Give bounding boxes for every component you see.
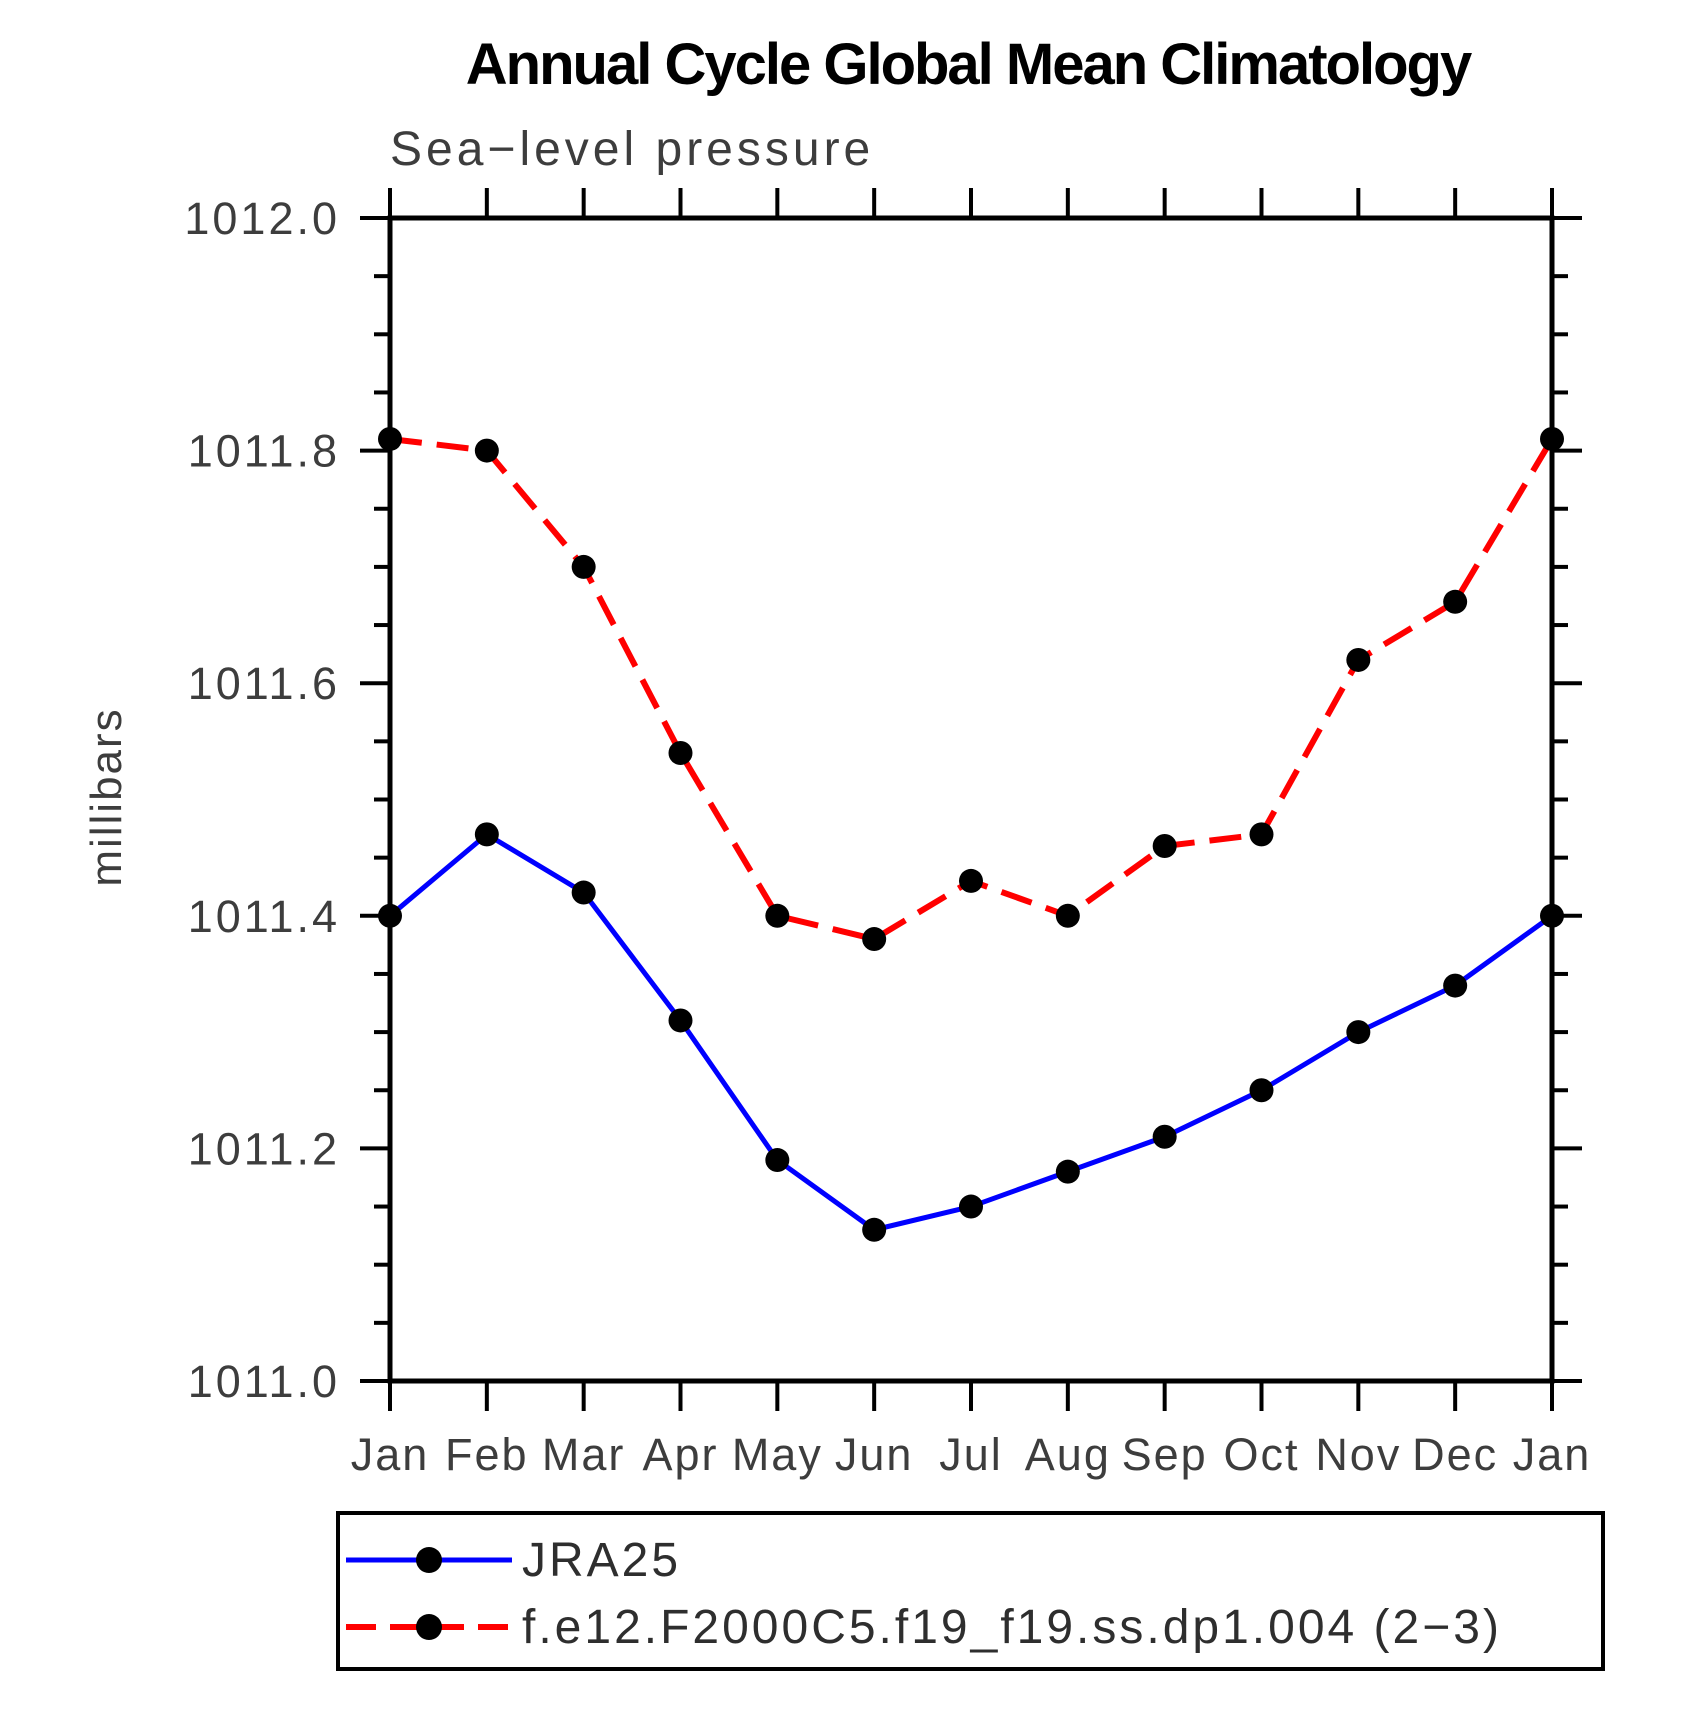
legend-entry-model: f.e12.F2000C5.f19_f19.ss.dp1.004 (2−3) — [346, 1601, 1502, 1654]
data-point-marker — [1055, 903, 1080, 928]
y-tick-label: 1011.8 — [188, 426, 340, 477]
data-point-marker — [1443, 973, 1468, 998]
chart-subtitle: Sea−level pressure — [390, 123, 874, 176]
series-markers — [378, 426, 1564, 1242]
data-point-marker — [474, 438, 499, 463]
x-tick-label: Apr — [642, 1429, 718, 1480]
data-point-marker — [1540, 426, 1564, 451]
x-tick-label: Mar — [542, 1429, 626, 1480]
legend-entry-jra25: JRA25 — [346, 1534, 681, 1587]
x-tick-label: Jan — [351, 1429, 430, 1480]
data-point-marker — [571, 880, 596, 905]
legend-marker-dot — [416, 1547, 442, 1573]
chart-title: Annual Cycle Global Mean Climatology — [466, 32, 1472, 97]
data-point-marker — [668, 1008, 693, 1033]
data-point-marker — [1346, 647, 1371, 672]
data-point-marker — [1346, 1020, 1371, 1045]
y-tick-label: 1011.2 — [188, 1123, 340, 1174]
legend: JRA25 f.e12.F2000C5.f19_f19.ss.dp1.004 (… — [336, 1511, 1605, 1671]
data-point-marker — [1443, 589, 1468, 614]
x-tick-label: Feb — [445, 1429, 529, 1480]
data-point-marker — [1540, 903, 1564, 928]
x-tick-label: May — [732, 1429, 823, 1480]
data-point-marker — [1152, 1124, 1177, 1149]
x-tick-label: Jul — [939, 1429, 1003, 1480]
y-tick-label: 1012.0 — [184, 193, 340, 244]
y-axis-label: millibars — [82, 707, 131, 886]
x-tick-label: Dec — [1412, 1429, 1498, 1480]
data-point-marker — [959, 1194, 983, 1219]
x-tick-label: Aug — [1025, 1429, 1111, 1480]
data-point-marker — [378, 903, 402, 928]
x-tick-label: Oct — [1223, 1429, 1299, 1480]
axis-tick-labels: 1011.0 1011.2 1011.4 1011.6 1011.8 1012.0 Jan F… — [184, 193, 1592, 1480]
y-tick-label: 1011.0 — [188, 1356, 340, 1407]
data-point-marker — [571, 554, 596, 579]
data-point-marker — [862, 1217, 887, 1242]
data-point-marker — [862, 927, 887, 952]
y-tick-label: 1011.4 — [188, 891, 340, 942]
data-point-marker — [378, 426, 402, 451]
plot-border — [387, 215, 1555, 1384]
legend-series-label: JRA25 — [522, 1534, 681, 1587]
x-tick-label: Nov — [1315, 1429, 1401, 1480]
x-tick-label: Jan — [1513, 1429, 1592, 1480]
data-point-marker — [1055, 1159, 1080, 1184]
legend-box — [336, 1511, 1605, 1671]
plot-frame — [387, 215, 1555, 1384]
x-tick-label: Jun — [835, 1429, 914, 1480]
axis-ticks — [360, 188, 1582, 1411]
x-tick-label: Sep — [1122, 1429, 1208, 1480]
data-point-marker — [474, 822, 499, 847]
data-point-marker — [765, 1148, 790, 1173]
legend-series-label: f.e12.F2000C5.f19_f19.ss.dp1.004 (2−3) — [522, 1601, 1502, 1654]
data-point-marker — [668, 740, 693, 765]
data-point-marker — [1249, 822, 1274, 847]
data-point-marker — [1249, 1078, 1274, 1103]
legend-marker-dot — [416, 1614, 442, 1640]
data-point-marker — [765, 903, 790, 928]
data-point-marker — [959, 868, 983, 893]
data-point-marker — [1152, 834, 1177, 859]
y-tick-label: 1011.6 — [188, 658, 340, 709]
